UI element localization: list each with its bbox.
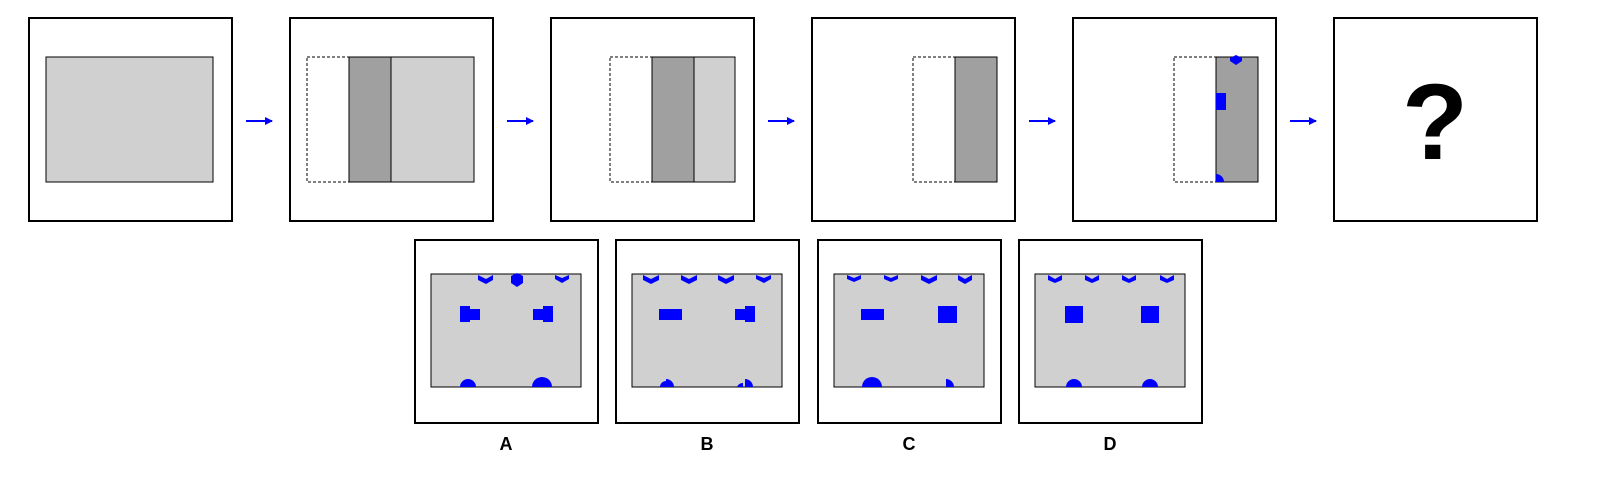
hexagon-hole-icon xyxy=(718,275,734,284)
option-c[interactable]: C xyxy=(817,239,1002,454)
step-1-unfolded-paper xyxy=(28,17,233,222)
square-hole-icon xyxy=(735,309,746,320)
option-label: D xyxy=(1104,434,1117,454)
step-2-first-fold xyxy=(289,17,494,222)
hexagon-hole-icon xyxy=(1230,55,1242,65)
hexagon-hole-icon xyxy=(643,275,659,284)
hexagon-hole-icon xyxy=(681,275,697,284)
step-6-question: ? xyxy=(1333,17,1538,222)
square-hole-icon xyxy=(861,309,884,320)
square-hole-icon xyxy=(1141,306,1159,323)
square-hole-icon xyxy=(543,306,553,322)
circle-hole-icon xyxy=(666,379,674,387)
hexagon-hole-icon xyxy=(1048,275,1062,283)
paper-sheet xyxy=(833,273,985,388)
step-3-second-fold xyxy=(550,17,755,222)
hexagon-hole-icon xyxy=(958,275,972,284)
option-label: C xyxy=(903,434,916,454)
question-mark: ? xyxy=(1402,61,1468,182)
circle-hole-icon xyxy=(532,377,552,387)
circle-hole-icon xyxy=(737,382,743,387)
step-frame xyxy=(1333,17,1538,222)
paper-sheet xyxy=(430,273,582,388)
folded-away-outline xyxy=(609,56,653,183)
step-4-third-fold xyxy=(811,17,1016,222)
hexagon-hole-icon xyxy=(511,273,523,287)
option-d[interactable]: D xyxy=(1018,239,1203,454)
hexagon-hole-icon xyxy=(478,275,493,284)
folded-layer xyxy=(651,56,695,183)
circle-hole-icon xyxy=(1142,379,1158,387)
folded-layer xyxy=(348,56,392,183)
folded-away-outline xyxy=(1173,56,1217,183)
folded-away-outline xyxy=(306,56,350,183)
circle-hole-icon xyxy=(1216,174,1224,182)
step-5-punched xyxy=(1072,17,1277,222)
square-hole-icon xyxy=(469,309,480,320)
square-hole-icon xyxy=(659,309,682,320)
paper-sheet xyxy=(693,56,736,183)
hexagon-hole-icon xyxy=(884,275,898,282)
option-b[interactable]: B xyxy=(615,239,800,454)
square-hole-icon xyxy=(533,309,544,320)
circle-hole-icon xyxy=(862,377,882,387)
option-a[interactable]: A xyxy=(414,239,599,454)
square-hole-icon xyxy=(745,306,755,322)
folded-away-outline xyxy=(912,56,956,183)
hexagon-hole-icon xyxy=(847,275,861,282)
hexagon-hole-icon xyxy=(555,275,569,283)
square-hole-icon xyxy=(938,306,957,323)
paper-sheet xyxy=(1034,273,1186,388)
option-label: B xyxy=(701,434,714,454)
circle-hole-icon xyxy=(460,379,476,387)
square-hole-icon xyxy=(460,306,470,322)
paper-sheet xyxy=(390,56,475,183)
hexagon-hole-icon xyxy=(756,275,771,283)
paper-sheet xyxy=(631,273,783,388)
folded-layer xyxy=(1215,56,1259,183)
square-hole-icon xyxy=(1065,306,1083,323)
circle-hole-icon xyxy=(660,381,666,387)
hexagon-hole-icon xyxy=(1122,275,1136,283)
hexagon-hole-icon xyxy=(921,275,937,284)
circle-hole-icon xyxy=(745,379,753,387)
option-label: A xyxy=(500,434,513,454)
hexagon-hole-icon xyxy=(1160,275,1174,283)
folded-layer xyxy=(954,56,998,183)
paper-sheet xyxy=(45,56,214,183)
circle-hole-icon xyxy=(1066,379,1082,387)
square-hole-icon xyxy=(1216,93,1226,110)
circle-hole-icon xyxy=(946,379,954,387)
hexagon-hole-icon xyxy=(1085,275,1099,283)
